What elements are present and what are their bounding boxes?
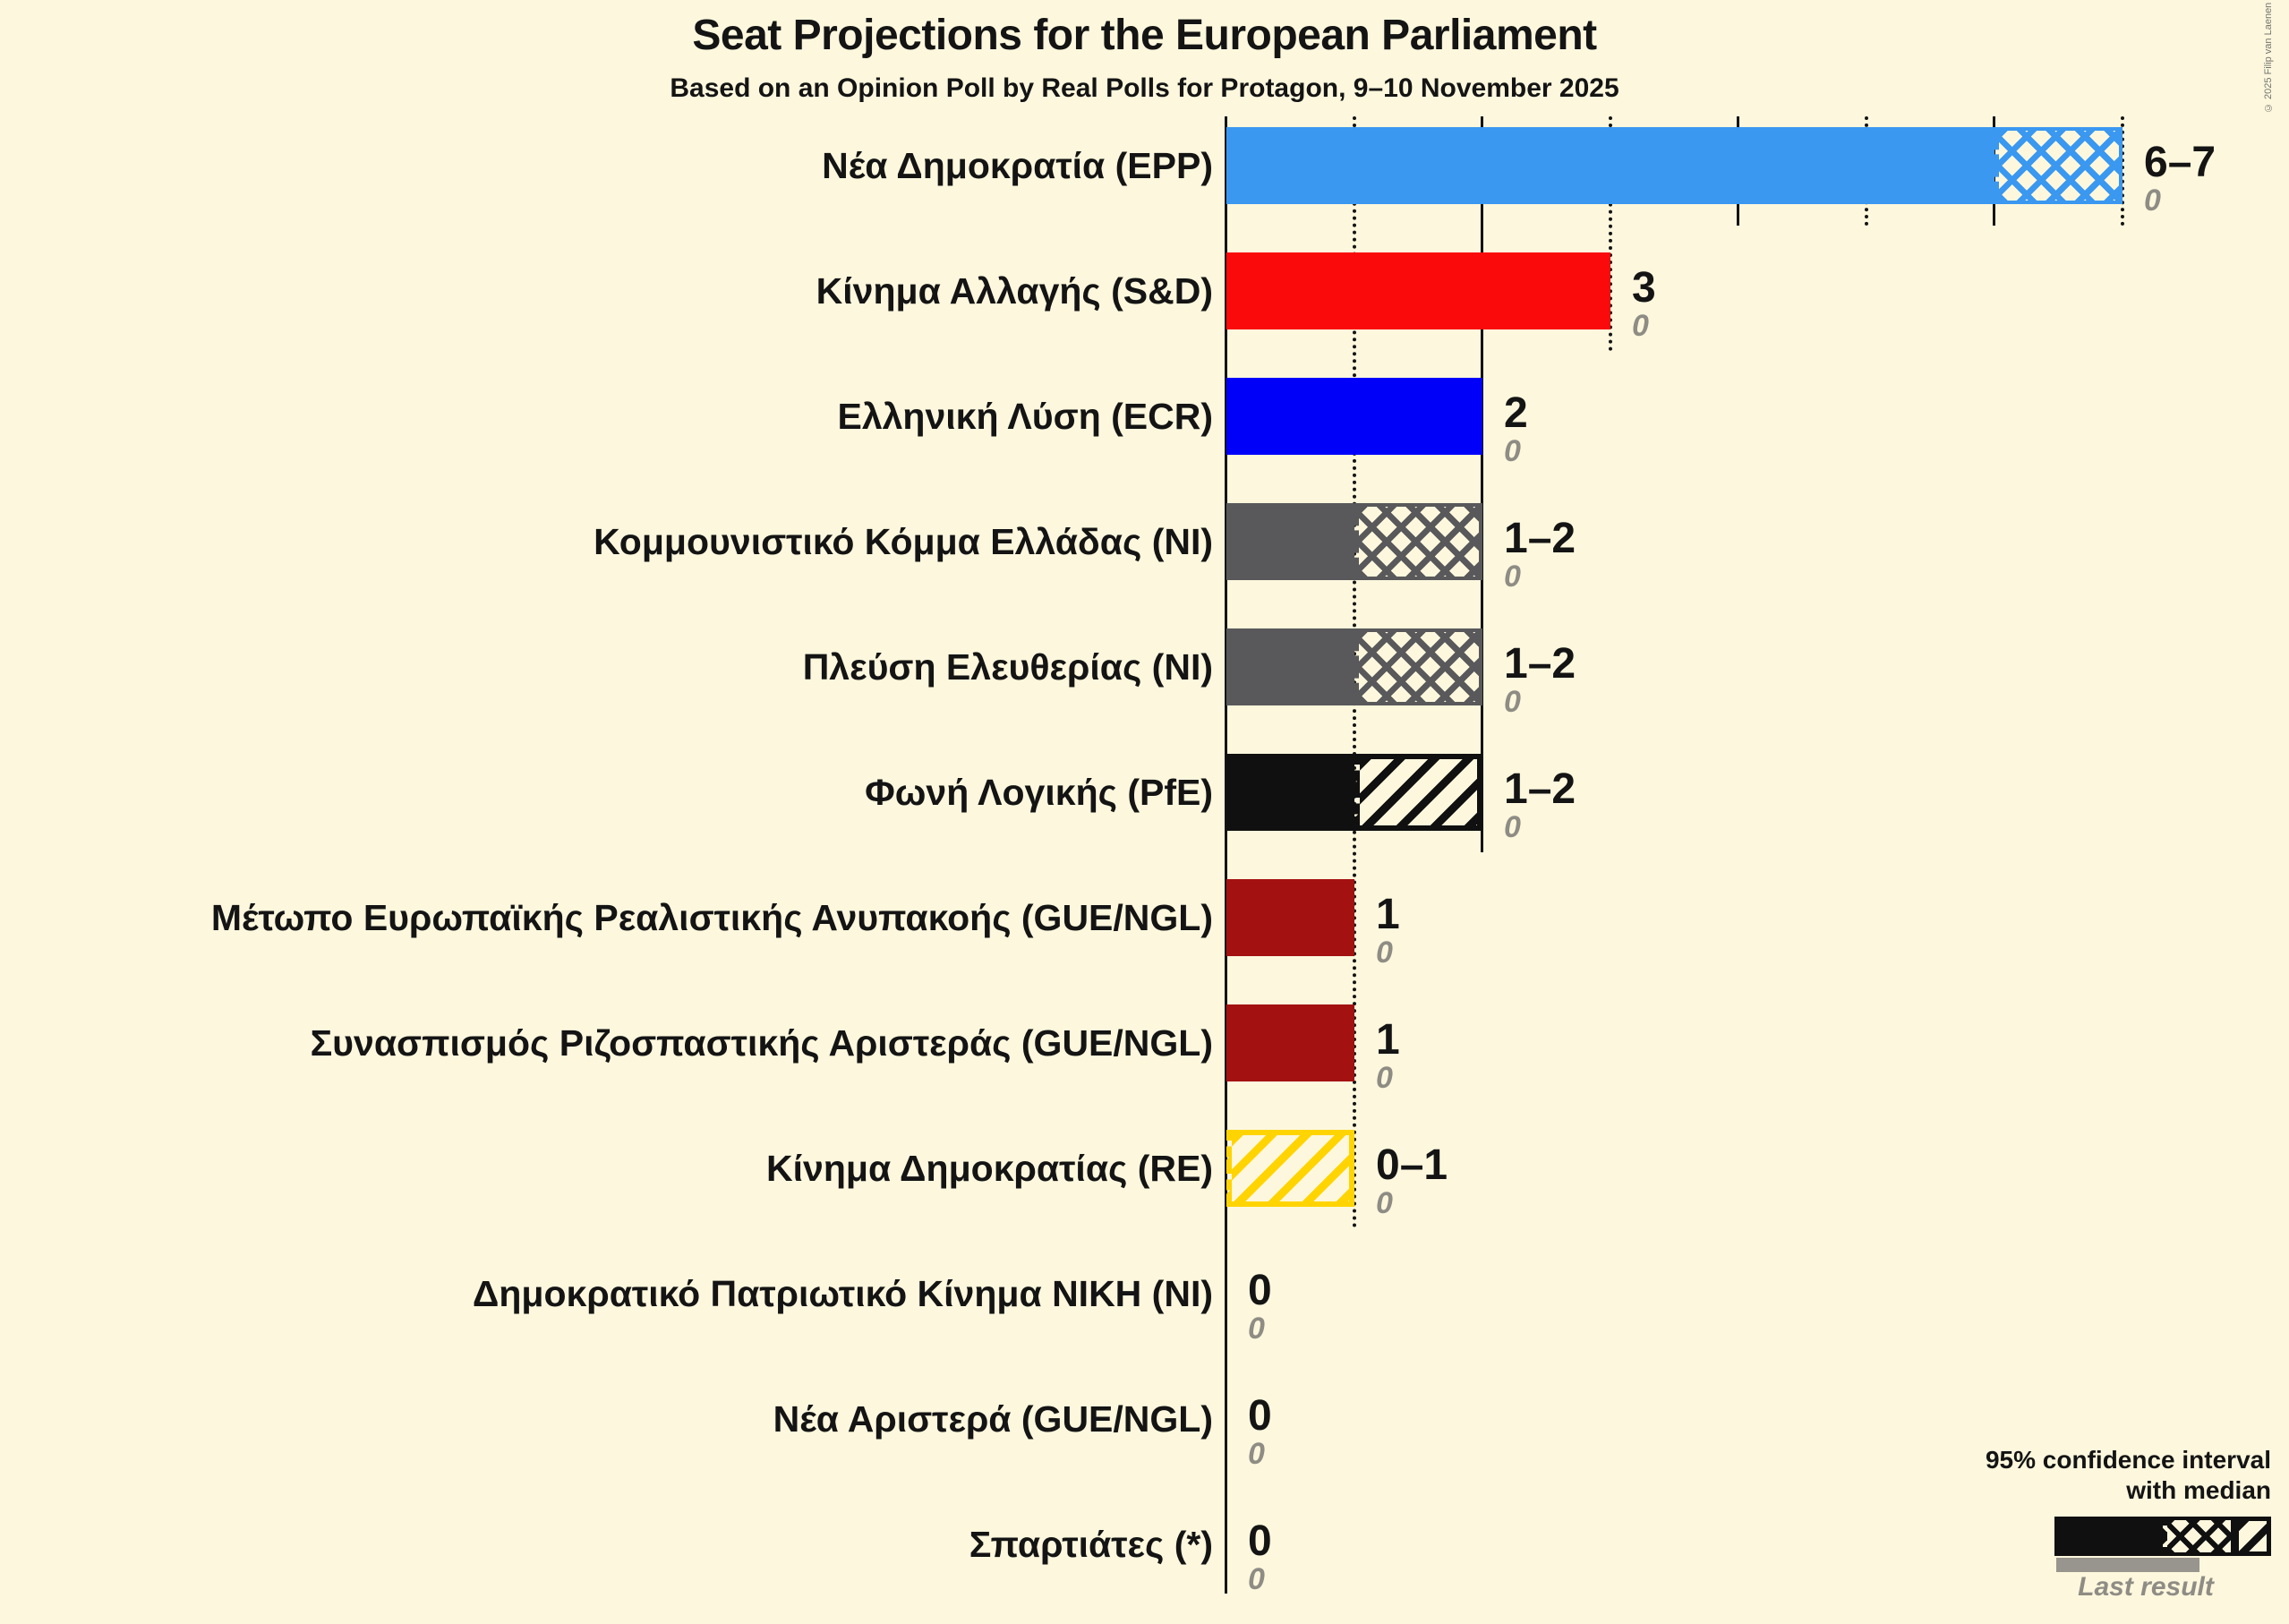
- last-result-value: 0: [1248, 1312, 1265, 1346]
- party-label: Κομμουνιστικό Κόμμα Ελλάδας (NI): [594, 520, 1213, 562]
- last-result-value: 0: [1248, 1562, 1265, 1596]
- bar-median-segment: [1226, 628, 1354, 705]
- seats-value: 0: [1248, 1517, 1272, 1565]
- bar-confidence-segment: [1354, 628, 1482, 705]
- seats-value: 0: [1248, 1392, 1272, 1440]
- value-labels: 1–2 0: [1504, 515, 1576, 594]
- seats-value: 1–2: [1504, 515, 1576, 562]
- bar-median-segment: [1226, 879, 1354, 956]
- seats-value: 1–2: [1504, 640, 1576, 688]
- chart-title: Seat Projections for the European Parlia…: [692, 12, 1597, 59]
- gridline-3: [1609, 116, 1612, 351]
- gridline-2: [1481, 116, 1483, 852]
- legend-ci-text-line2: with median: [2126, 1476, 2271, 1504]
- party-label: Ελληνική Λύση (ECR): [837, 395, 1213, 437]
- gridline-7: [2121, 116, 2124, 226]
- legend-sample-bar: [2054, 1517, 2271, 1556]
- bar-median-segment: [1226, 127, 1994, 204]
- seats-value: 1: [1376, 891, 1400, 938]
- last-result-value: 0: [1376, 1186, 1393, 1220]
- seats-value: 0–1: [1376, 1141, 1448, 1189]
- party-label: Συνασπισμός Ριζοσπαστικής Αριστεράς (GUE…: [310, 1021, 1213, 1064]
- party-label: Σπαρτιάτες (*): [969, 1523, 1213, 1565]
- party-label: Πλεύση Ελευθερίας (NI): [802, 645, 1213, 688]
- last-result-value: 0: [1504, 810, 1521, 844]
- party-label: Κίνημα Αλλαγής (S&D): [816, 269, 1213, 312]
- seats-value: 1: [1376, 1016, 1400, 1064]
- party-label: Μέτωπο Ευρωπαϊκής Ρεαλιστικής Ανυπακοής …: [210, 896, 1213, 938]
- party-label: Φωνή Λογικής (PfE): [865, 771, 1213, 813]
- bar-confidence-segment: [1354, 503, 1482, 580]
- last-result-value: 0: [1248, 1437, 1265, 1471]
- last-result-value: 0: [2144, 184, 2161, 218]
- bar-confidence-segment: [1354, 754, 1482, 831]
- seats-value: 3: [1632, 264, 1656, 312]
- legend-last-result-bar: [2056, 1558, 2199, 1572]
- last-result-value: 0: [1504, 685, 1521, 719]
- last-result-value: 0: [1376, 1061, 1393, 1095]
- legend-ci-text-line1: 95% confidence interval: [1985, 1446, 2271, 1474]
- party-label: Νέα Αριστερά (GUE/NGL): [773, 1397, 1213, 1440]
- bar-median-segment: [1226, 1004, 1354, 1081]
- seats-value: 0: [1248, 1267, 1272, 1314]
- last-result-value: 0: [1376, 936, 1393, 970]
- legend-crosshatch-segment: [2163, 1517, 2234, 1556]
- seats-value: 1–2: [1504, 765, 1576, 813]
- value-labels: 1–2 0: [1504, 640, 1576, 719]
- seats-value: 6–7: [2144, 139, 2216, 186]
- last-result-value: 0: [1504, 434, 1521, 468]
- legend-last-result-label: Last result: [2078, 1572, 2214, 1602]
- seats-value: 2: [1504, 389, 1528, 437]
- bar-median-segment: [1226, 503, 1354, 580]
- value-labels: 0–1 0: [1376, 1141, 1448, 1220]
- last-result-value: 0: [1632, 309, 1649, 343]
- legend-median-segment: [2054, 1517, 2163, 1556]
- bar-median-segment: [1226, 754, 1354, 831]
- party-label: Δημοκρατικό Πατριωτικό Κίνημα ΝΙΚΗ (NI): [472, 1272, 1213, 1314]
- value-labels: 6–7 0: [2144, 139, 2216, 218]
- chart-subtitle: Based on an Opinion Poll by Real Polls f…: [670, 73, 1619, 103]
- legend-diagonal-segment: [2234, 1517, 2271, 1556]
- bar-median-segment: [1226, 252, 1610, 329]
- gridline-0: [1225, 116, 1227, 1594]
- last-result-value: 0: [1504, 560, 1521, 594]
- bar-confidence-segment: [1226, 1130, 1354, 1207]
- copyright-notice: © 2025 Filip van Laenen: [2263, 2, 2274, 113]
- bar-confidence-segment: [1994, 127, 2122, 204]
- value-labels: 1–2 0: [1504, 765, 1576, 844]
- party-label: Νέα Δημοκρατία (EPP): [822, 144, 1213, 186]
- bar-median-segment: [1226, 378, 1482, 455]
- party-label: Κίνημα Δημοκρατίας (RE): [766, 1147, 1213, 1189]
